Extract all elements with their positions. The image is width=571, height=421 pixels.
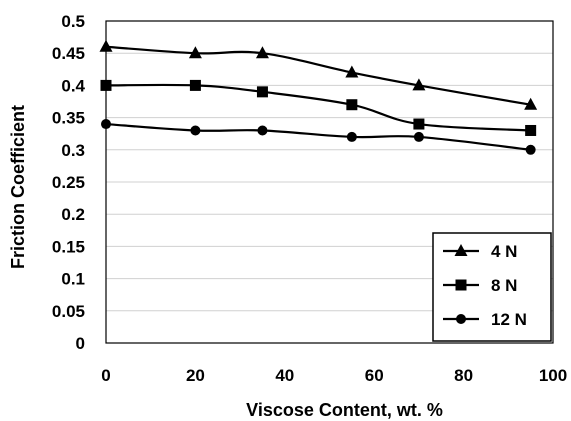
legend: 4 N 8 N 12 N <box>432 232 552 342</box>
x-tick-label: 100 <box>539 366 567 385</box>
legend-label: 12 N <box>491 310 527 329</box>
legend-marker-triangle <box>454 244 468 256</box>
x-axis-title: Viscose Content, wt. % <box>246 400 443 420</box>
data-point-square <box>189 79 201 91</box>
series-line-8-n <box>105 83 531 132</box>
x-tick-labels: 0 20 40 60 80 100 <box>101 366 567 385</box>
legend-marker-square <box>455 279 467 291</box>
data-point-square <box>256 86 268 98</box>
x-tick-label: 80 <box>454 366 473 385</box>
y-tick-label: 0.35 <box>52 109 85 128</box>
y-tick-label: 0.1 <box>61 270 85 289</box>
y-tick-label: 0.4 <box>61 76 85 95</box>
y-tick-label: 0.2 <box>61 205 85 224</box>
y-tick-label: 0.25 <box>52 173 85 192</box>
legend-label: 4 N <box>491 242 517 261</box>
series-markers <box>99 39 538 155</box>
x-tick-label: 20 <box>186 366 205 385</box>
y-tick-label: 0.5 <box>61 12 85 31</box>
legend-items: 4 N 8 N 12 N <box>443 242 527 329</box>
data-point-circle <box>413 131 424 142</box>
data-point-circle <box>525 144 536 155</box>
y-tick-label: 0 <box>76 334 85 353</box>
data-point-triangle <box>345 65 359 78</box>
data-point-triangle <box>188 46 202 59</box>
data-point-square <box>346 99 358 111</box>
legend-box <box>432 232 552 342</box>
y-tick-labels: 0 0.05 0.1 0.15 0.2 0.25 0.3 0.35 0.4 0.45 0.5 <box>52 12 86 353</box>
y-tick-label: 0.15 <box>52 237 85 256</box>
data-point-circle <box>190 125 201 136</box>
data-point-triangle <box>99 39 113 52</box>
legend-label: 8 N <box>491 276 517 295</box>
x-tick-label: 40 <box>275 366 294 385</box>
y-axis-title: Friction Coefficient <box>8 105 28 269</box>
data-point-square <box>100 79 112 91</box>
y-tick-label: 0.05 <box>52 302 85 321</box>
y-tick-label: 0.45 <box>52 44 85 63</box>
data-point-circle <box>346 131 357 142</box>
data-point-triangle <box>255 46 269 59</box>
y-tick-label: 0.3 <box>61 141 85 160</box>
series-lines <box>105 45 531 151</box>
series-line-4-n <box>105 45 531 106</box>
legend-marker-circle <box>456 314 466 324</box>
series-line-12-n <box>105 122 531 151</box>
data-point-triangle <box>524 97 538 110</box>
data-point-circle <box>257 125 268 136</box>
data-point-circle <box>101 119 111 130</box>
x-tick-label: 60 <box>365 366 384 385</box>
plot-area-frame <box>105 20 554 344</box>
data-point-square <box>413 118 425 130</box>
x-tick-label: 0 <box>101 366 110 385</box>
data-point-square <box>525 124 537 136</box>
data-point-triangle <box>412 78 426 91</box>
